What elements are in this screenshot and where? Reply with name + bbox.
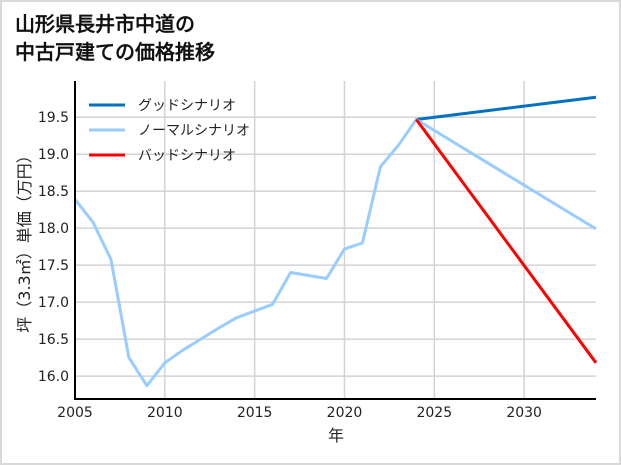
y-tick-label: 17.0 — [38, 295, 69, 311]
x-tick-label: 2010 — [147, 405, 183, 421]
x-axis-label: 年 — [328, 426, 344, 445]
series-line-1 — [73, 118, 597, 388]
chart-title-line-1: 山形県長井市中道の — [15, 12, 195, 36]
x-tick-label: 2015 — [237, 405, 273, 421]
y-tick-label: 16.0 — [38, 369, 69, 385]
y-tick-label: 19.0 — [38, 147, 69, 163]
chart-title: 山形県長井市中道の 中古戸建ての価格推移 — [15, 10, 215, 66]
x-tick-label: 2005 — [57, 405, 93, 421]
legend-label-1: ノーマルシナリオ — [138, 123, 250, 139]
x-tick-label: 2030 — [506, 405, 542, 421]
chart-title-line-2: 中古戸建ての価格推移 — [15, 40, 215, 64]
y-tick-label: 17.5 — [38, 258, 69, 274]
y-axis-label: 坪（3.3㎡）単価（万円） — [15, 147, 34, 332]
legend-label-0: グッドシナリオ — [138, 98, 236, 114]
y-tick-label: 18.5 — [38, 184, 69, 200]
y-tick-label: 19.5 — [38, 110, 69, 126]
legend-label-2: バッドシナリオ — [138, 148, 236, 164]
x-tick-label: 2025 — [416, 405, 452, 421]
series-line-0 — [416, 95, 597, 121]
y-tick-label: 18.0 — [38, 221, 69, 237]
y-tick-label: 16.5 — [38, 332, 69, 348]
series-line-2 — [415, 118, 598, 364]
x-tick-label: 2020 — [327, 405, 363, 421]
